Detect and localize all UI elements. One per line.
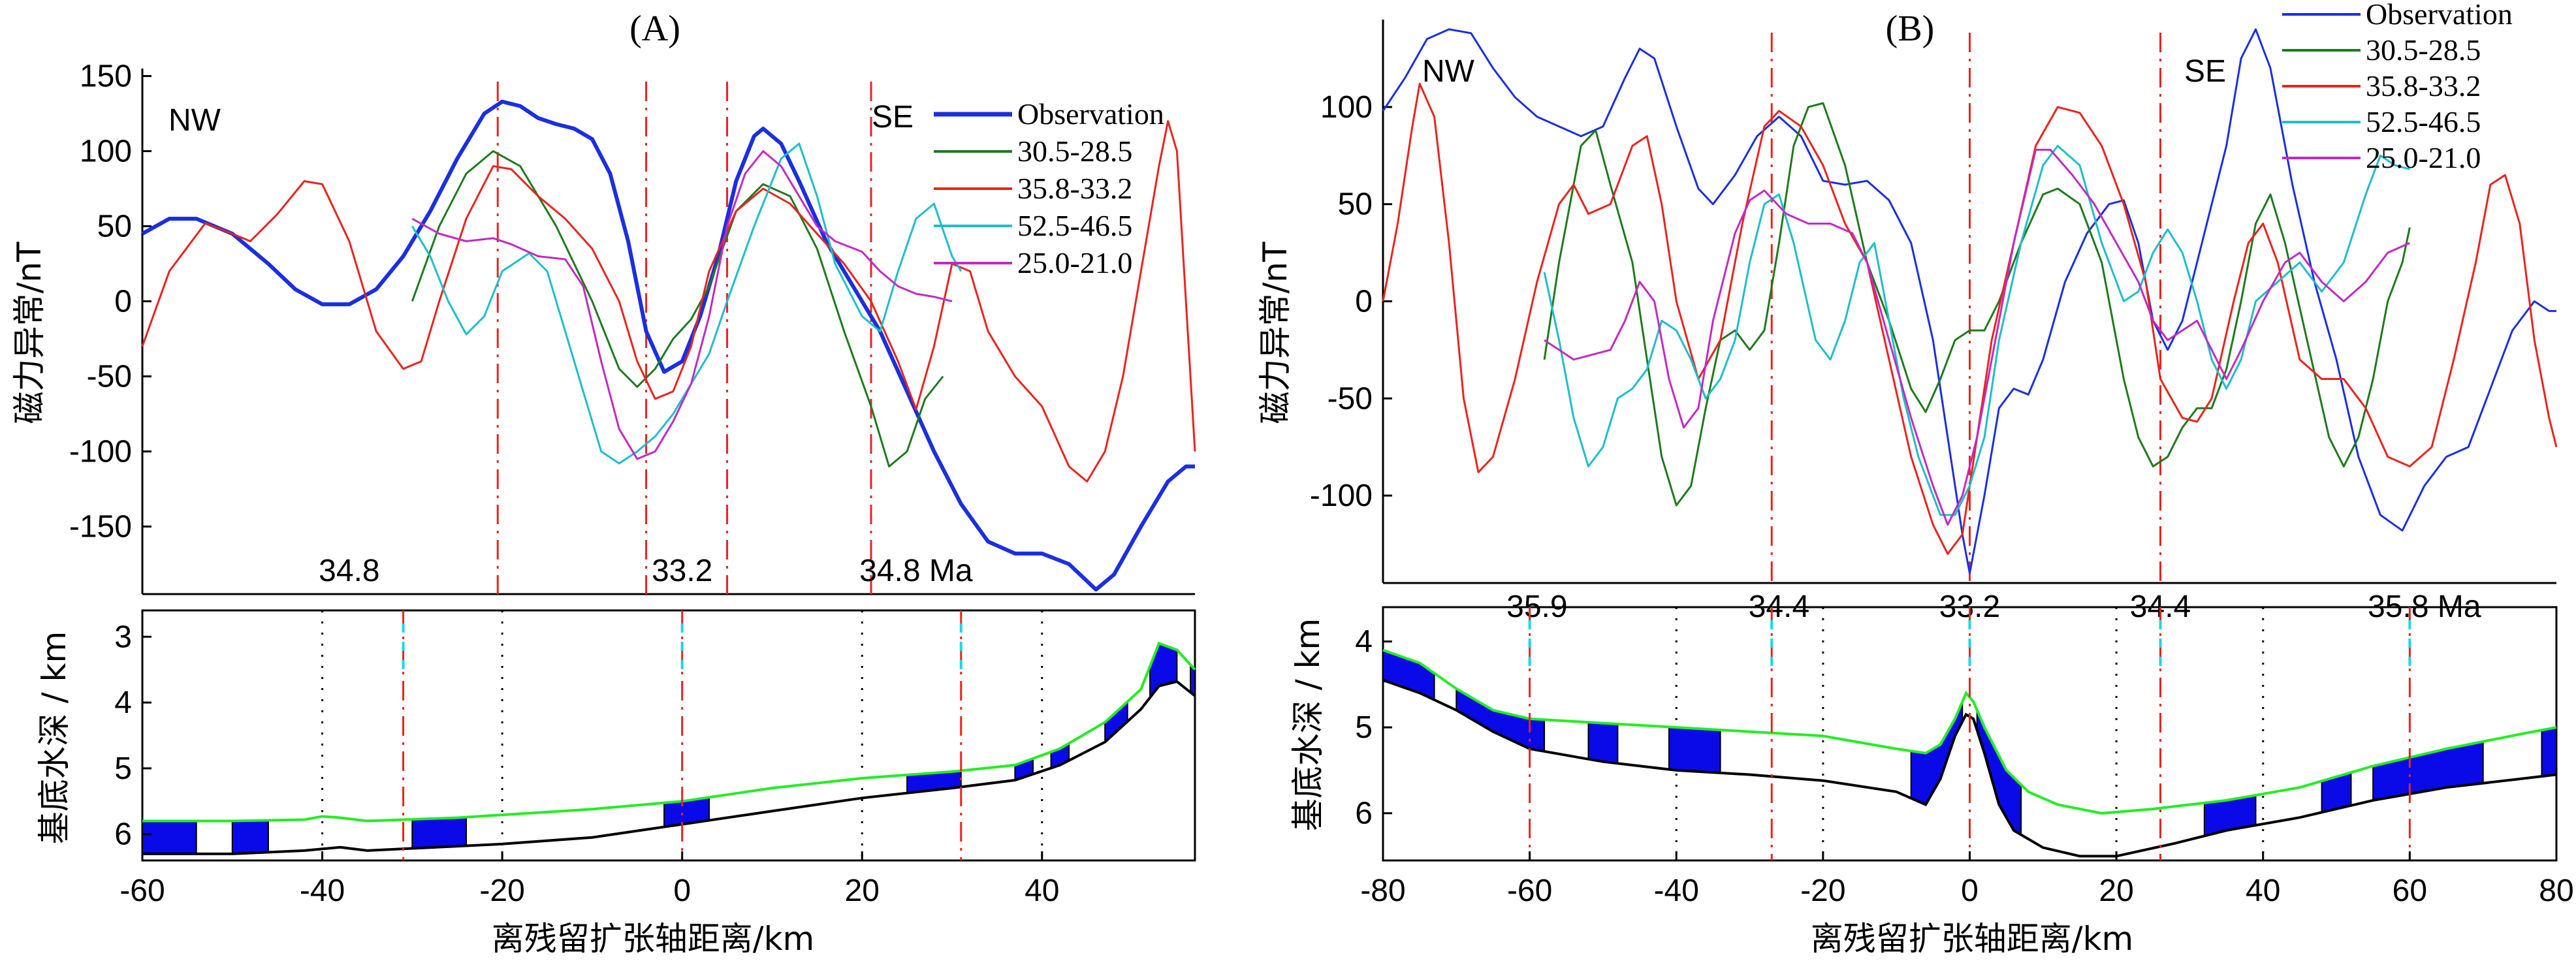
series-line-30.5-28.5 — [1543, 102, 2411, 507]
x-tick-label: -40 — [300, 874, 345, 908]
series-line-25.0-21.0 — [1544, 148, 2411, 526]
legend-entry: 30.5-28.5 — [2366, 33, 2481, 67]
legend-entry: Observation — [1017, 97, 1164, 131]
x-axis-label: 离残留扩张轴距离/km — [492, 920, 815, 958]
bottom-y-tick-label: 6 — [1355, 796, 1373, 831]
top-y-tick-label: -100 — [69, 435, 132, 469]
bathymetry-line — [1382, 648, 2557, 815]
age-label: 34.8 Ma — [859, 554, 973, 588]
bottom-y-tick-label: 5 — [1355, 710, 1373, 745]
x-tick-label: -60 — [119, 874, 165, 908]
basement-block — [1587, 721, 1619, 764]
top-y-axis-label: 磁力异常/nT — [1256, 242, 1294, 424]
top-y-tick-label: 0 — [1355, 285, 1373, 319]
top-y-tick-label: 0 — [114, 285, 132, 319]
legend-entry: 25.0-21.0 — [1017, 246, 1132, 279]
top-y-tick-label: 100 — [1320, 90, 1373, 125]
x-tick-label: -60 — [1507, 874, 1552, 908]
se-label: SE — [2184, 54, 2226, 89]
legend-entry: 30.5-28.5 — [1017, 134, 1132, 168]
legend-entry: 25.0-21.0 — [2366, 141, 2481, 174]
legend-entry: 52.5-46.5 — [2366, 105, 2481, 138]
top-y-tick-label: -50 — [87, 360, 132, 394]
series-line-52.5-46.5 — [411, 142, 962, 465]
top-y-tick-label: -150 — [69, 510, 132, 544]
age-label: 33.2 — [652, 554, 712, 588]
series-line-35.8-33.2 — [141, 120, 1196, 482]
top-y-axis-label: 磁力异常/nT — [10, 242, 48, 424]
x-axis-label: 离残留扩张轴距离/km — [1811, 920, 2134, 958]
bottom-y-tick-label: 3 — [114, 620, 132, 654]
bottom-y-tick-label: 4 — [1355, 625, 1373, 659]
basement-block — [2541, 726, 2557, 778]
age-label: 34.8 — [319, 554, 379, 588]
top-y-tick-label: -50 — [1328, 381, 1373, 416]
x-tick-label: 20 — [845, 874, 880, 908]
bottom-y-tick-label: 6 — [114, 817, 132, 852]
x-tick-label: 80 — [2539, 874, 2573, 908]
x-tick-label: 0 — [673, 874, 691, 908]
bottom-y-tick-label: 4 — [114, 685, 132, 720]
x-tick-label: 60 — [2393, 874, 2427, 908]
top-y-tick-label: 150 — [80, 59, 132, 94]
top-y-tick-label: 50 — [97, 210, 132, 244]
series-line-35.8-33.2 — [1382, 82, 2558, 555]
bottom-y-tick-label: 5 — [114, 751, 132, 786]
panel-b-title: (B) — [1886, 8, 1935, 49]
bottom-y-axis-label: 基底水深 / km — [1289, 618, 1327, 831]
bottom-y-axis-label: 基底水深 / km — [35, 631, 73, 844]
legend-entry: 52.5-46.5 — [1017, 209, 1132, 242]
nw-label: NW — [168, 103, 221, 138]
nw-label: NW — [1422, 54, 1475, 89]
x-tick-label: 20 — [2099, 874, 2133, 908]
panel-a-title: (A) — [629, 8, 680, 49]
basement-block — [142, 820, 197, 855]
x-tick-label: 40 — [1025, 874, 1059, 908]
series-line-30.5-28.5 — [411, 150, 944, 467]
basement-block — [411, 816, 467, 849]
x-tick-label: 40 — [2246, 874, 2280, 908]
series-line-Observation — [1382, 28, 2556, 575]
x-tick-label: -20 — [479, 874, 524, 908]
legend-entry: 35.8-33.2 — [1017, 172, 1132, 205]
legend-entry: Observation — [2366, 0, 2513, 31]
x-tick-label: 0 — [1961, 874, 1979, 908]
basement-block — [1668, 726, 1721, 774]
series-line-Observation — [141, 99, 1195, 592]
se-label: SE — [872, 100, 914, 134]
basement-block — [231, 819, 269, 855]
basement-line — [142, 680, 1196, 855]
x-tick-label: -20 — [1800, 874, 1845, 908]
x-tick-label: -40 — [1654, 874, 1699, 908]
bottom-axes-frame — [141, 609, 1196, 862]
series-line-52.5-46.5 — [1543, 144, 2410, 516]
x-tick-label: -80 — [1360, 874, 1405, 908]
top-y-tick-label: 50 — [1338, 187, 1373, 222]
top-y-tick-label: -100 — [1310, 479, 1373, 513]
legend-entry: 35.8-33.2 — [2366, 69, 2481, 102]
bathymetry-line — [142, 641, 1196, 823]
series-line-25.0-21.0 — [411, 150, 953, 460]
top-y-tick-label: 100 — [80, 134, 132, 169]
